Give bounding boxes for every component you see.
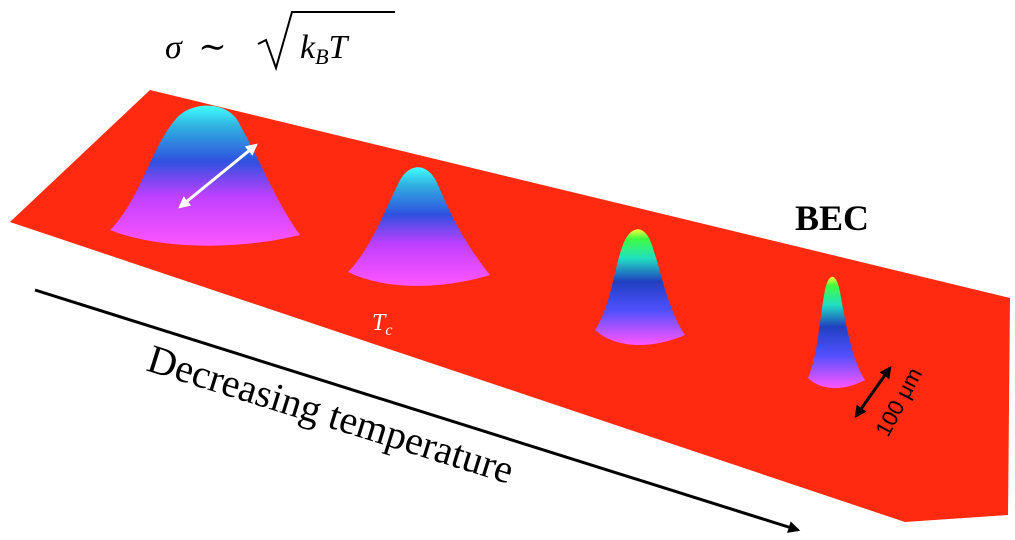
bec-label: BEC [795,198,869,238]
figure: σ ∼ kBT BEC Tc Decreasing temperature 10… [0,0,1015,540]
text-part: σ [165,29,183,66]
text-part: B [315,44,328,69]
text-part: ∼ [198,29,227,66]
text-part: T [329,29,350,66]
formula-radicand: kBT [300,29,350,69]
text-part: c [385,322,392,339]
formula: σ ∼ [165,29,227,66]
text-part: k [300,29,316,66]
